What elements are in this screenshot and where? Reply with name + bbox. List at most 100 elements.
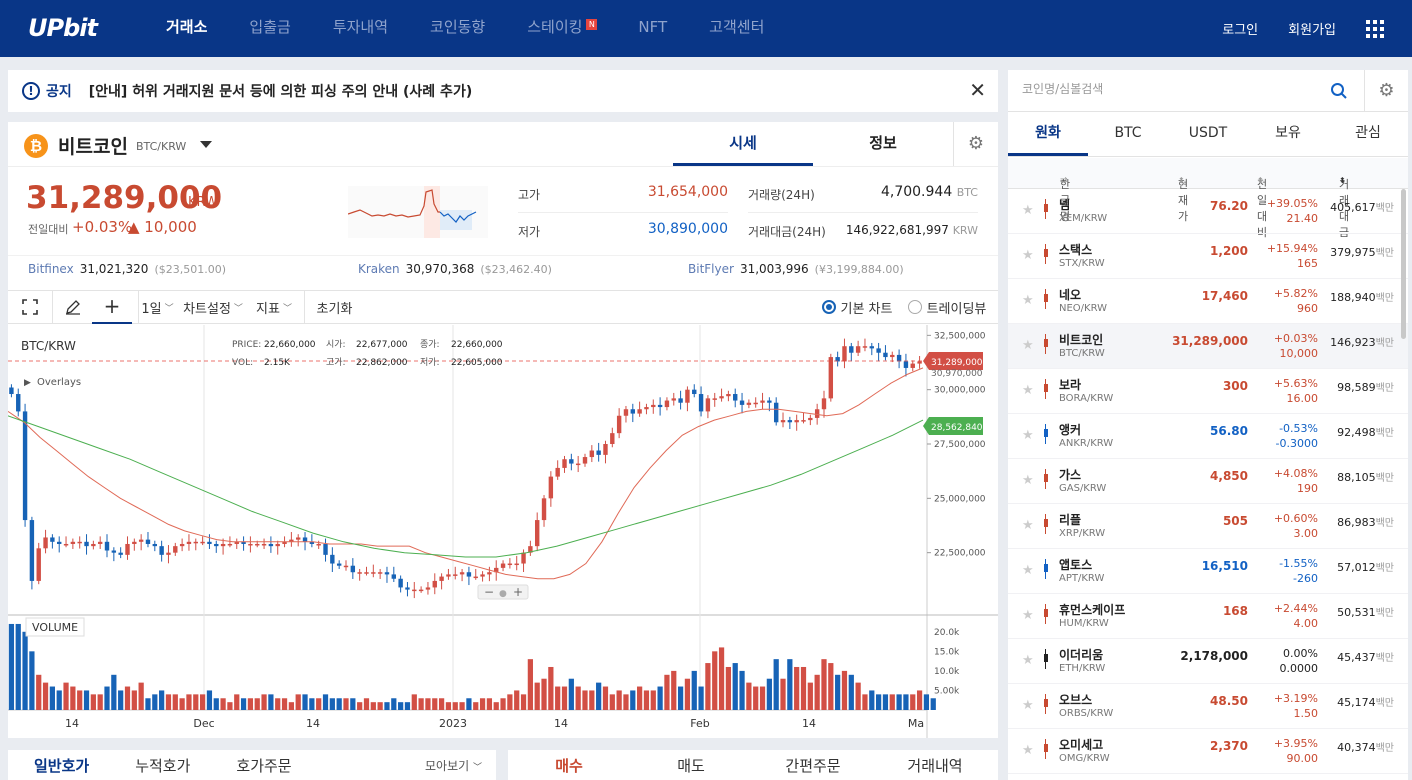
star-icon[interactable]: ★ — [1022, 248, 1034, 263]
coin-row[interactable]: ★ 넴 XEM/KRW 76.20 +39.05% 21.40 405,617백만 — [1008, 189, 1408, 234]
candle-body — [821, 398, 827, 410]
tab-orderbook-normal[interactable]: 일반호가 — [34, 756, 90, 775]
volume-bar — [479, 698, 486, 710]
star-icon[interactable]: ★ — [1022, 563, 1034, 578]
star-icon[interactable]: ★ — [1022, 518, 1034, 533]
coin-row[interactable]: ★ 보라 BORA/KRW 300 +5.63% 16.00 98,589백만 — [1008, 369, 1408, 414]
candle-icon — [1044, 604, 1048, 624]
coin-row[interactable]: ★ 앱토스 APT/KRW 16,510 -1.55% -260 57,012백만 — [1008, 549, 1408, 594]
search-input[interactable] — [1022, 82, 1322, 96]
chart-settings-dropdown[interactable]: 차트설정 ﹀ — [176, 291, 250, 323]
pencil-icon[interactable] — [52, 291, 92, 323]
volume-bar — [452, 702, 458, 710]
tab-holdings[interactable]: 보유 — [1275, 125, 1301, 141]
star-icon[interactable]: ★ — [1022, 653, 1034, 668]
volume-bar — [432, 698, 438, 710]
coin-row[interactable]: ★ 가스 GAS/KRW 4,850 +4.08% 190 88,105백만 — [1008, 459, 1408, 504]
volume-bar — [759, 686, 766, 710]
interval-dropdown[interactable]: 1일 ﹀ — [138, 291, 176, 323]
coin-row[interactable]: ★ 이더리움 ETH/KRW 2,178,000 0.00% 0.0000 45,437백만 — [1008, 639, 1408, 684]
tab-orderbook-order[interactable]: 호가주문 — [236, 756, 292, 775]
amount-unit: KRW — [952, 224, 978, 237]
x-tick-label: Ma — [908, 717, 924, 730]
coin-row[interactable]: ★ 오브스 ORBS/KRW 48.50 +3.19% 1.50 45,174백만 — [1008, 684, 1408, 729]
ohlc-price-value: 22,660,000 — [264, 340, 316, 350]
volume-bar — [97, 694, 103, 710]
login-link[interactable]: 로그인 — [1222, 23, 1259, 38]
nav-exchange[interactable]: 거래소 — [166, 18, 208, 36]
crosshair-icon[interactable]: + — [92, 290, 132, 324]
star-icon[interactable]: ★ — [1022, 473, 1034, 488]
tab-favorites[interactable]: 관심 — [1355, 125, 1381, 141]
coin-row[interactable]: ★ 앵커 ANKR/KRW 56.80 -0.53% -0.3000 92,498백만 — [1008, 414, 1408, 459]
tab-krw[interactable]: 원화 — [1008, 112, 1088, 156]
coin-row[interactable]: ★ 비트코인 BTC/KRW 31,289,000 +0.03% 10,000 146,92… — [1008, 324, 1408, 369]
indicator-dropdown[interactable]: 지표 ﹀ — [250, 291, 298, 323]
tab-simple-order[interactable]: 간편주문 — [785, 756, 841, 775]
nav-investments[interactable]: 투자내역 — [332, 18, 389, 36]
nav-nft[interactable]: NFT — [638, 18, 668, 36]
tab-btc[interactable]: BTC — [1114, 125, 1142, 141]
volume-bar — [677, 686, 684, 710]
star-icon[interactable]: ★ — [1022, 338, 1034, 353]
star-icon[interactable]: ★ — [1022, 608, 1034, 623]
tab-trade-history[interactable]: 거래내역 — [907, 756, 963, 775]
candle-icon — [1044, 694, 1048, 714]
coin-row[interactable]: ★ 네오 NEO/KRW 17,460 +5.82% 960 188,940백만 — [1008, 279, 1408, 324]
nav-coin-trends[interactable]: 코인동향 — [430, 18, 486, 36]
volume-label: 거래량(24H) — [748, 188, 815, 202]
coin-row[interactable]: ★ 리플 XRP/KRW 505 +0.60% 3.00 86,983백만 — [1008, 504, 1408, 549]
tab-info[interactable]: 정보 — [869, 134, 897, 152]
sort-icon: ⬍ — [1178, 176, 1185, 185]
moving-average-long — [7, 415, 924, 558]
nav-customer-center[interactable]: 고객센터 — [709, 18, 765, 36]
star-icon[interactable]: ★ — [1022, 203, 1034, 218]
coin-row[interactable]: ★ 오미세고 OMG/KRW 2,370 +3.95% 90.00 40,374백만 — [1008, 729, 1408, 774]
tab-buy[interactable]: 매수 — [555, 756, 583, 775]
volume-bar — [753, 686, 759, 710]
star-icon[interactable]: ★ — [1022, 698, 1034, 713]
star-icon[interactable]: ★ — [1022, 428, 1034, 443]
volume-bar — [848, 674, 854, 710]
scrollbar[interactable] — [1401, 189, 1406, 339]
star-icon[interactable]: ★ — [1022, 383, 1034, 398]
star-icon[interactable]: ★ — [1022, 743, 1034, 758]
close-icon[interactable]: ✕ — [969, 78, 986, 102]
price-chart[interactable]: 32,500,000 30,000,000 27,500,000 25,000,000… — [7, 325, 998, 738]
nav-staking[interactable]: 스테이킹 N — [527, 0, 598, 57]
coin-name[interactable]: 비트코인 — [58, 136, 128, 158]
tab-price[interactable]: 시세 — [673, 122, 813, 166]
candle-body — [9, 387, 14, 395]
upbit-logo[interactable]: UPbit — [28, 14, 98, 42]
view-dropdown[interactable]: 모아보기 ﹀ — [425, 757, 482, 774]
play-icon[interactable]: ▶ — [24, 378, 31, 388]
tab-orderbook-cumulative[interactable]: 누적호가 — [135, 756, 191, 775]
coin-row[interactable]: ★ 휴먼스케이프 HUM/KRW 168 +2.44% 4.00 50,531백만 — [1008, 594, 1408, 639]
tab-sell[interactable]: 매도 — [677, 756, 705, 775]
gear-icon[interactable]: ⚙ — [953, 122, 998, 166]
zoom-controls[interactable]: − ● + — [477, 584, 529, 600]
volume-bar — [336, 698, 342, 710]
reset-button[interactable]: 초기화 — [304, 291, 364, 323]
zoom-out-icon[interactable]: − — [484, 585, 494, 599]
star-icon[interactable]: ★ — [1022, 293, 1034, 308]
basic-chart-radio[interactable]: 기본 차트 — [818, 291, 896, 323]
overlays-label[interactable]: Overlays — [37, 377, 81, 388]
coin-row[interactable]: ★ 스택스 STX/KRW 1,200 +15.94% 165 379,975백만 — [1008, 234, 1408, 279]
nav-deposit-withdraw[interactable]: 입출금 — [249, 18, 291, 36]
zoom-in-icon[interactable]: + — [513, 585, 523, 599]
fullscreen-icon[interactable] — [8, 291, 52, 323]
volume-bar — [240, 698, 247, 710]
chevron-down-icon[interactable] — [200, 141, 212, 148]
candle-body — [70, 541, 76, 544]
signup-link[interactable]: 회원가입 — [1288, 23, 1336, 38]
app-grid-icon[interactable] — [1366, 19, 1384, 38]
coin-trade-amount-value: 405,617 — [1330, 201, 1376, 214]
zoom-reset-icon[interactable]: ● — [499, 589, 507, 599]
notice-text[interactable]: [안내] 허위 거래지원 문서 등에 의한 피싱 주의 안내 (사례 추가) — [88, 84, 473, 100]
candle-body — [746, 402, 752, 405]
search-icon[interactable] — [1330, 82, 1348, 100]
gear-icon[interactable]: ⚙ — [1364, 70, 1408, 112]
tradingview-radio[interactable]: 트레이딩뷰 — [902, 291, 992, 323]
tab-usdt[interactable]: USDT — [1188, 125, 1228, 141]
